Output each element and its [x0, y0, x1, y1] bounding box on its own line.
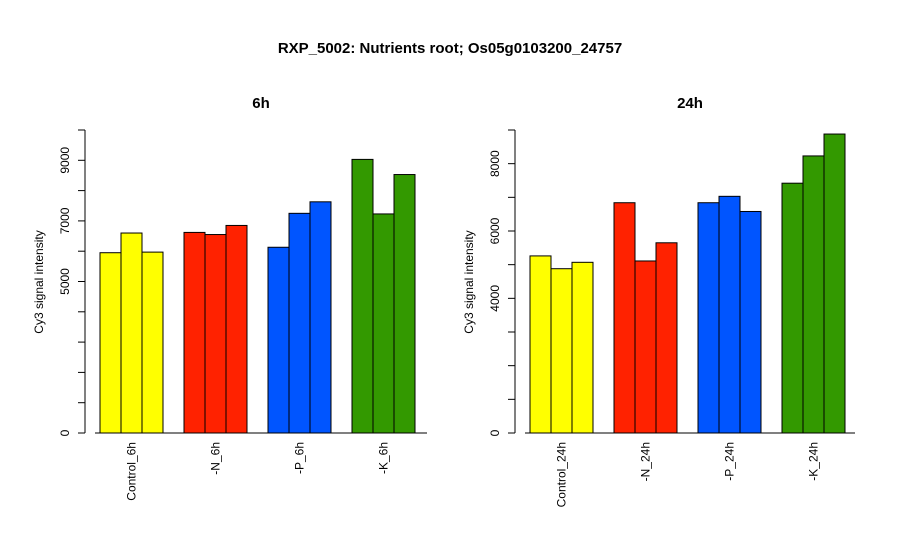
y-tick-label: 9000 [58, 147, 72, 174]
panel-2: 24h Control_24h -N_24h -P_24h -K_24h 0 4000 600… [462, 95, 855, 507]
bar [183, 231, 206, 434]
panel-1: 6h Control_6h -N_6h -P_6h -K_6h 0 5000 7000 9000… [32, 95, 427, 501]
bar [697, 202, 720, 434]
x-tick-label: -P_6h [293, 442, 307, 474]
x-tick-label: Control_24h [555, 442, 569, 507]
panel-title: 6h [252, 95, 270, 112]
bar [634, 260, 657, 434]
bar [288, 212, 311, 434]
y-tick-label: 0 [488, 429, 502, 436]
y-axis-label: Cy3 signal intensity [32, 230, 46, 333]
bar [267, 246, 290, 434]
bar [141, 251, 164, 434]
x-tick-label: -K_24h [807, 442, 821, 481]
bar [655, 242, 678, 434]
bar [372, 213, 395, 434]
y-tick-label: 7000 [58, 207, 72, 234]
y-tick-label: 6000 [488, 217, 502, 244]
bar [613, 202, 636, 434]
y-tick-label: 8000 [488, 150, 502, 177]
bar [225, 224, 248, 434]
bar [781, 182, 804, 434]
bar [99, 252, 122, 434]
bar [204, 234, 227, 434]
figure-title: RXP_5002: Nutrients root; Os05g0103200_2… [277, 40, 623, 57]
panel-title: 24h [677, 95, 703, 112]
y-tick-label: 4000 [488, 285, 502, 312]
bar [802, 155, 825, 434]
bar [309, 201, 332, 434]
x-tick-label: -P_24h [723, 442, 737, 481]
y-tick-label: 5000 [58, 268, 72, 295]
bar [823, 133, 846, 434]
x-tick-label: Control_6h [125, 442, 139, 501]
x-tick-label: -K_6h [377, 442, 391, 474]
y-axis-label: Cy3 signal intensity [462, 230, 476, 333]
x-tick-label: -N_6h [209, 442, 223, 475]
bar [351, 158, 374, 434]
x-tick-label: -N_24h [639, 442, 653, 481]
bar [739, 210, 762, 434]
y-tick-label: 0 [58, 429, 72, 436]
bar [120, 232, 143, 434]
bar [550, 268, 573, 434]
bar [571, 261, 594, 434]
bar [393, 174, 416, 434]
bar [529, 255, 552, 434]
bar [718, 195, 741, 434]
